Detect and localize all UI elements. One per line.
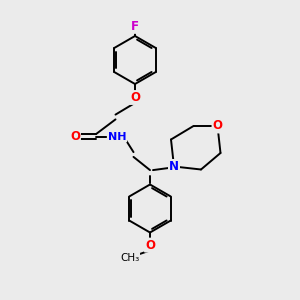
Text: O: O: [70, 130, 80, 143]
Text: O: O: [212, 119, 223, 133]
Text: O: O: [145, 238, 155, 252]
Text: O: O: [130, 91, 140, 104]
Text: N: N: [169, 160, 179, 173]
Text: CH₃: CH₃: [120, 253, 140, 263]
Text: N: N: [169, 160, 179, 173]
Text: F: F: [131, 20, 139, 33]
Text: NH: NH: [108, 131, 126, 142]
